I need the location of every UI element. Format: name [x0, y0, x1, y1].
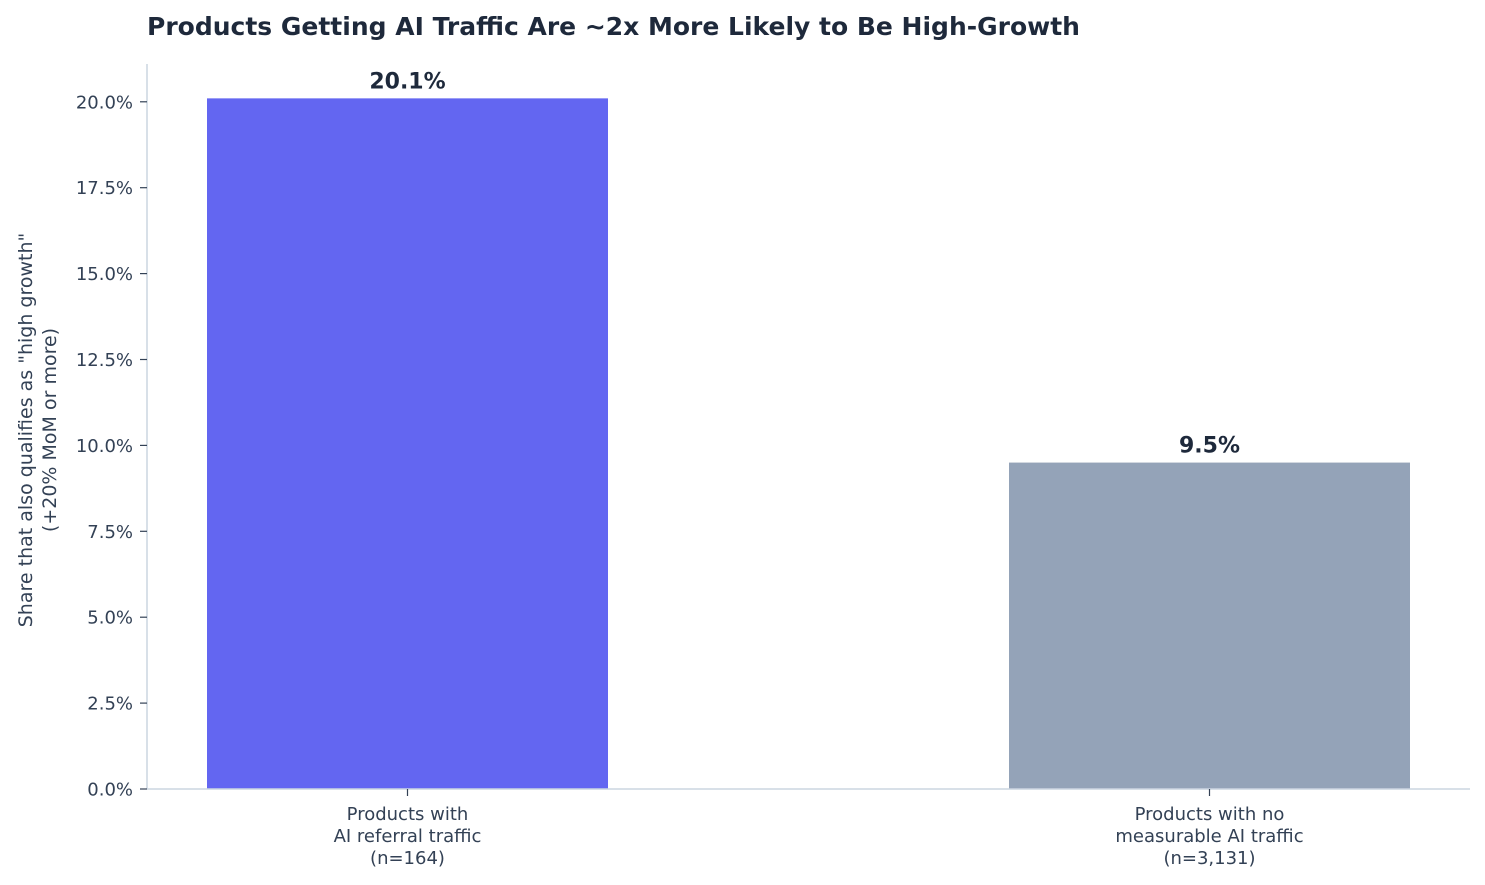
- y-tick-label: 5.0%: [87, 608, 133, 629]
- y-tick-label: 17.5%: [76, 178, 133, 199]
- y-tick-label: 20.0%: [76, 92, 133, 113]
- y-tick-label: 15.0%: [76, 264, 133, 285]
- chart-title: Products Getting AI Traffic Are ~2x More…: [147, 12, 1080, 41]
- y-tick-label: 10.0%: [76, 436, 133, 457]
- y-axis-label-line-1: Share that also qualifies as "high growt…: [15, 233, 37, 628]
- x-tick-label-line: (n=164): [370, 848, 445, 869]
- data-label-2: 9.5%: [1179, 434, 1240, 459]
- x-tick-label-1: Products with AI referral traffic (n=164): [334, 804, 482, 869]
- y-axis-label-line-2: (+20% MoM or more): [39, 328, 61, 532]
- x-tick-label-2: Products with no measurable AI traffic (n=…: [1115, 804, 1303, 869]
- x-tick-label-line: measurable AI traffic: [1115, 826, 1303, 847]
- y-tick-label: 12.5%: [76, 350, 133, 371]
- y-axis-label: Share that also qualifies as "high growt…: [15, 233, 61, 628]
- y-tick-label: 0.0%: [87, 780, 133, 801]
- x-tick-label-line: (n=3,131): [1163, 848, 1255, 869]
- data-label-1: 20.1%: [369, 69, 445, 94]
- y-tick-label: 2.5%: [87, 694, 133, 715]
- y-tick-label: 7.5%: [87, 522, 133, 543]
- x-tick-label-line: Products with: [347, 804, 469, 825]
- x-tick-label-line: AI referral traffic: [334, 826, 482, 847]
- bar-1: [207, 98, 608, 790]
- x-tick-label-line: Products with no: [1135, 804, 1285, 825]
- bar-2: [1009, 462, 1410, 789]
